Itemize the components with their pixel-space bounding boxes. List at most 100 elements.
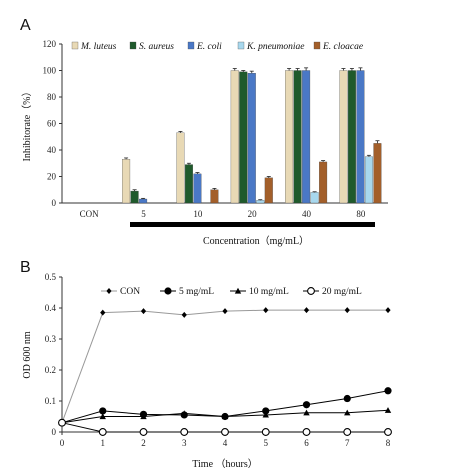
legend-swatch (313, 41, 321, 50)
line-x-tick-label: 1 (101, 438, 106, 448)
bar-x-tick-label: 10 (193, 209, 203, 219)
bar (264, 177, 273, 204)
bar (293, 70, 302, 204)
line-y-tick-label: 0.5 (45, 272, 57, 282)
marker-circle-open (180, 428, 189, 436)
marker-diamond (385, 307, 391, 314)
concentration-bracket-bar (130, 222, 375, 227)
bar (193, 173, 202, 204)
marker-circle-open (221, 428, 229, 436)
bar (247, 73, 256, 204)
marker-circle-filled (262, 407, 270, 415)
bar (285, 70, 294, 204)
legend-label: M. luteus (80, 42, 117, 52)
bar-x-tick-label: 40 (302, 209, 312, 219)
marker-diamond (140, 308, 147, 315)
line-legend: CON 5 mg/mL 10 mg/mL 20 mg/mL (101, 287, 362, 297)
marker-diamond (100, 309, 106, 316)
bar-x-tick-label: 80 (356, 209, 366, 219)
legend-swatch (71, 41, 79, 50)
bar (176, 132, 185, 204)
bar (347, 70, 356, 204)
line-y-tick-label: 0.4 (45, 303, 57, 313)
bar-y-tick-label: 100 (43, 66, 57, 76)
bar-y-ticks: 0 20 40 60 80 100 120 (43, 39, 62, 208)
marker-circle-filled (164, 287, 172, 295)
bar (230, 70, 239, 204)
line-x-tick-label: 7 (345, 438, 350, 448)
legend-label: CON (120, 287, 140, 297)
marker-triangle (221, 413, 229, 420)
bar (310, 192, 319, 204)
series-line (61, 309, 388, 423)
bar-y-tick-label: 20 (47, 172, 57, 182)
line-x-axis-label: Time （hours） (192, 458, 257, 470)
legend-label: 10 mg/mL (249, 287, 289, 297)
line-y-tick-label: 0.1 (45, 396, 56, 406)
bar (130, 190, 139, 204)
line-y-ticks: 0 0.1 0.2 0.3 0.4 0.5 (45, 272, 62, 437)
marker-circle-filled (343, 394, 351, 403)
bar-y-tick-label: 40 (47, 145, 57, 155)
marker-circle-filled (302, 401, 311, 409)
bar (373, 143, 382, 204)
panel-a-label: A (20, 17, 31, 34)
bar-y-tick-label: 0 (52, 198, 57, 208)
bar (319, 161, 328, 204)
marker-triangle (99, 413, 106, 420)
marker-triangle (384, 407, 392, 413)
bar (356, 70, 365, 204)
bar-chart: 0 20 40 60 80 100 120 CON 5 10 20 40 80 M. luteus S.… (21, 39, 388, 247)
bar (339, 70, 348, 204)
bar (256, 200, 265, 204)
marker-circle-open (139, 428, 148, 436)
bar-legend: M. luteus S. aureus E. coli K. pneumoniae E.… (71, 41, 363, 52)
bar (184, 164, 193, 204)
marker-triangle (303, 409, 310, 416)
line-x-tick-label: 0 (60, 438, 65, 448)
marker-triangle (262, 411, 269, 418)
bar-y-tick-label: 60 (47, 119, 57, 129)
line-y-tick-label: 0.2 (45, 365, 56, 375)
bar-y-tick-label: 120 (43, 39, 57, 49)
bar-y-tick-label: 80 (47, 92, 57, 102)
bar (139, 198, 148, 204)
line-y-axis-label: OD 600 nm (22, 331, 33, 378)
bar-x-axis-label: Concentration（mg/mL） (203, 235, 309, 247)
bar-series-group (122, 67, 382, 204)
line-y-tick-label: 0.3 (45, 334, 57, 344)
bar-y-axis-label: Inhibitorate（%） (21, 87, 33, 162)
bar-x-tick-label: CON (80, 209, 100, 219)
marker-diamond (263, 307, 269, 314)
marker-triangle (344, 409, 351, 416)
bar-x-ticks: CON 5 10 20 40 80 (80, 209, 366, 219)
legend-swatch (187, 41, 195, 50)
line-x-tick-label: 3 (182, 438, 187, 448)
marker-circle-filled (384, 387, 392, 395)
line-x-tick-label: 6 (304, 438, 309, 448)
bar-x-tick-label: 20 (248, 209, 258, 219)
marker-diamond (181, 311, 187, 318)
marker-circle-open (98, 428, 107, 436)
legend-label: K. pneumoniae (246, 42, 305, 52)
legend-swatch (129, 41, 137, 50)
marker-triangle (234, 287, 242, 294)
legend-label: 5 mg/mL (179, 287, 214, 297)
line-x-tick-label: 4 (223, 438, 228, 448)
legend-label: S. aureus (139, 42, 174, 52)
legend-swatch (237, 41, 245, 50)
bar (122, 159, 131, 204)
marker-diamond (303, 307, 310, 314)
marker-circle-open (307, 287, 315, 295)
marker-diamond (222, 308, 228, 315)
panel-b-label: B (20, 259, 31, 276)
bar-x-tick-label: 5 (141, 209, 146, 219)
bar (210, 189, 219, 204)
marker-triangle (140, 413, 147, 420)
line-chart: 0 0.1 0.2 0.3 0.4 0.5 0 1 2 3 4 5 6 7 8 CON 5 mg/mL 10 … (22, 272, 392, 470)
line-x-tick-label: 8 (386, 438, 391, 448)
line-x-tick-label: 5 (264, 438, 269, 448)
marker-circle-open (343, 428, 352, 436)
marker-circle-open (261, 428, 270, 436)
